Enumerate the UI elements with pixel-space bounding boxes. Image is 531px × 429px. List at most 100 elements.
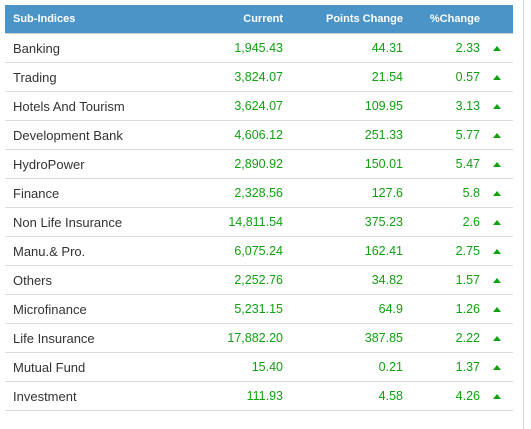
points-change-value: 44.31 [283, 33, 403, 63]
trend-cell [480, 150, 513, 179]
table-row[interactable]: Mutual Fund 15.40 0.21 1.37 [5, 353, 513, 382]
up-arrow-icon [492, 46, 501, 52]
up-arrow-icon [492, 307, 501, 313]
sub-index-name: HydroPower [13, 156, 85, 172]
table-row[interactable]: Non Life Insurance 14,811.54 375.23 2.6 [5, 208, 513, 237]
sub-index-name: Banking [5, 33, 188, 63]
points-change-value: 21.54 [371, 70, 403, 84]
trend-cell [480, 63, 513, 92]
sub-index-name: Non Life Insurance [13, 214, 123, 230]
sub-index-name: Investment [13, 388, 77, 404]
sub-index-name: Mutual Fund [13, 359, 86, 375]
trend-cell [480, 179, 513, 208]
current-value: 14,811.54 [228, 215, 283, 229]
table-row[interactable]: Manu.& Pro. 6,075.24 162.41 2.75 [5, 237, 513, 266]
up-arrow-icon [492, 104, 501, 110]
points-change-value: 150.01 [364, 157, 403, 171]
points-change-value: 375.23 [364, 215, 403, 229]
current-value: 6,075.24 [234, 244, 283, 258]
table-row[interactable]: Microfinance 5,231.15 64.9 1.26 [5, 295, 513, 324]
trend-cell [480, 266, 513, 295]
trend-cell [480, 324, 513, 353]
points-change-value: 0.21 [378, 360, 403, 374]
pct-change-value: 2.75 [455, 244, 480, 258]
pct-change-value: 0.57 [455, 70, 480, 84]
pct-change-value: 1.26 [455, 302, 480, 316]
current-value: 15.40 [251, 360, 283, 374]
sub-index-name: Hotels And Tourism [13, 98, 125, 114]
current-value: 3,624.07 [234, 99, 283, 113]
up-arrow-icon [492, 365, 501, 371]
header-trend [480, 5, 513, 34]
up-arrow-icon [492, 278, 501, 284]
pct-change-value: 2.22 [455, 331, 480, 345]
table-row[interactable]: Development Bank 4,606.12 251.33 5.77 [5, 121, 513, 150]
pct-change-value: 4.26 [455, 389, 480, 403]
sub-index-name: Manu.& Pro. [13, 243, 86, 259]
up-arrow-icon [492, 191, 501, 197]
points-change-value: 251.33 [364, 128, 403, 142]
current-value: 111.93 [246, 389, 283, 403]
points-change-value: 387.85 [364, 331, 403, 345]
header-pct-change[interactable]: %Change [429, 13, 480, 25]
trend-cell [480, 353, 513, 382]
table-row[interactable]: HydroPower 2,890.92 150.01 5.47 [5, 150, 513, 179]
pct-change-value: 5.77 [455, 128, 480, 142]
current-value: 4,606.12 [234, 128, 283, 142]
table-row[interactable]: Investment 111.93 4.58 4.26 [5, 382, 513, 411]
pct-change-value: 2.33 [403, 33, 480, 63]
points-change-value: 127.6 [371, 186, 403, 200]
header-points-change[interactable]: Points Change [325, 13, 403, 25]
panel-right-border [523, 0, 524, 429]
trend-cell [480, 237, 513, 266]
current-value: 1,945.43 [188, 33, 283, 63]
pct-change-value: 3.13 [455, 99, 480, 113]
current-value: 5,231.15 [234, 302, 283, 316]
pct-change-value: 2.6 [462, 215, 480, 229]
up-arrow-icon [492, 162, 501, 168]
points-change-value: 34.82 [371, 273, 403, 287]
sub-index-name: Microfinance [13, 301, 87, 317]
trend-cell [480, 208, 513, 237]
current-value: 3,824.07 [234, 70, 283, 84]
table-row[interactable]: Finance 2,328.56 127.6 5.8 [5, 179, 513, 208]
points-change-value: 109.95 [364, 99, 403, 113]
points-change-value: 64.9 [378, 302, 403, 316]
table-row[interactable]: Hotels And Tourism 3,624.07 109.95 3.13 [5, 92, 513, 121]
sub-indices-panel: Sub-Indices Current Points Change %Chang… [5, 5, 513, 411]
trend-cell [480, 33, 513, 63]
sub-index-name: Finance [13, 185, 60, 201]
table-header-row: Sub-Indices Current Points Change %Chang… [5, 5, 513, 34]
up-arrow-icon [492, 394, 501, 400]
trend-cell [480, 382, 513, 411]
sub-index-name: Trading [13, 69, 57, 85]
points-change-value: 162.41 [364, 244, 403, 258]
up-arrow-icon [492, 75, 501, 81]
pct-change-value: 1.37 [455, 360, 480, 374]
trend-cell [480, 295, 513, 324]
header-sub-indices[interactable]: Sub-Indices [13, 13, 76, 25]
sub-index-name: Others [13, 272, 53, 288]
current-value: 2,252.76 [234, 273, 283, 287]
up-arrow-icon [492, 133, 501, 139]
sub-index-name: Development Bank [13, 127, 123, 143]
trend-cell [480, 121, 513, 150]
pct-change-value: 1.57 [455, 273, 480, 287]
up-arrow-icon [492, 336, 501, 342]
trend-cell [480, 92, 513, 121]
points-change-value: 4.58 [378, 389, 403, 403]
table-row[interactable]: Others 2,252.76 34.82 1.57 [5, 266, 513, 295]
header-current[interactable]: Current [243, 13, 283, 25]
table-row[interactable]: Banking 1,945.43 44.31 2.33 [5, 33, 513, 63]
up-arrow-icon [492, 249, 501, 255]
up-arrow-icon [492, 220, 501, 226]
pct-change-value: 5.8 [462, 186, 480, 200]
current-value: 2,890.92 [234, 157, 283, 171]
current-value: 2,328.56 [234, 186, 283, 200]
sub-index-name: Life Insurance [13, 330, 95, 346]
table-row[interactable]: Life Insurance 17,882.20 387.85 2.22 [5, 324, 513, 353]
current-value: 17,882.20 [227, 331, 283, 345]
table-row[interactable]: Trading 3,824.07 21.54 0.57 [5, 63, 513, 92]
pct-change-value: 5.47 [455, 157, 480, 171]
sub-indices-table: Sub-Indices Current Points Change %Chang… [5, 5, 513, 411]
